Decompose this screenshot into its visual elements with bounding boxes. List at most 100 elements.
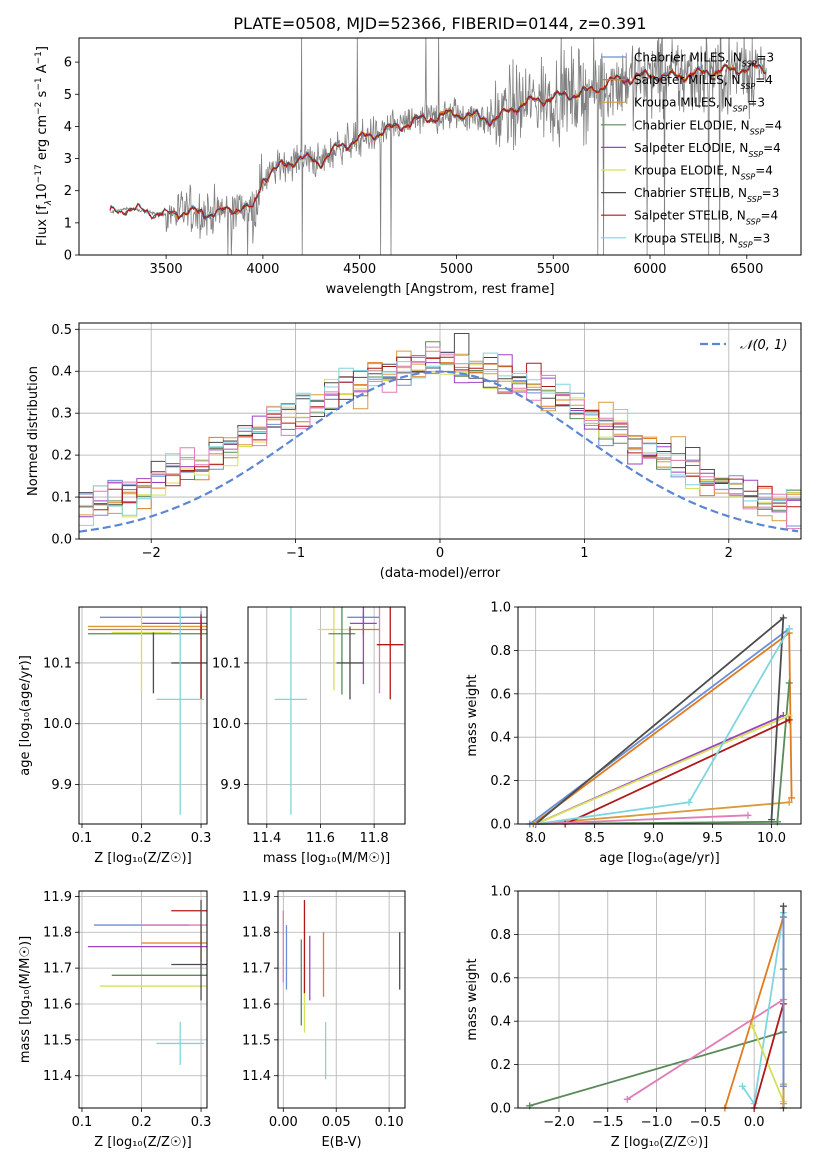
grid	[79, 607, 207, 824]
legend-entry: 𝒩(0, 1)	[740, 338, 787, 353]
grid	[79, 891, 207, 1108]
plot-area	[109, 38, 767, 255]
plus-marker	[785, 679, 793, 687]
x-axis-label: E(B-V)	[321, 1135, 361, 1150]
x-tick-label: −1	[286, 546, 305, 561]
y-tick-label: 11.4	[43, 1069, 72, 1084]
y-tick-label: 0.0	[490, 818, 511, 833]
ticks: −2 −1 0 1 2 0.0 0.1 0.2 0.3 0.4 0.5	[51, 323, 733, 561]
axes-frame	[78, 37, 802, 256]
errorbar-point	[336, 626, 364, 700]
observed-spectrum	[109, 38, 767, 255]
y-tick-label: 11.4	[242, 1069, 271, 1084]
series-line	[535, 682, 791, 825]
residual-histogram-panel: −2 −1 0 1 2 0.0 0.1 0.2 0.3 0.4 0.5 (data-model)/er…	[26, 322, 802, 581]
y-tick-label: 0.1	[51, 491, 72, 506]
legend-entry: Kroupa MILES, NSSP=3	[634, 96, 765, 114]
plus-marker	[788, 794, 796, 802]
y-tick-label: 2	[64, 184, 72, 199]
x-tick-label: 0.0	[744, 1115, 765, 1130]
x-tick-label: 8.0	[525, 831, 546, 846]
x-tick-label: 0.1	[72, 1115, 93, 1130]
y-tick-label: 10.0	[212, 717, 241, 732]
series-line	[724, 916, 785, 1109]
series-line	[529, 627, 790, 825]
x-tick-label: 4000	[246, 262, 279, 277]
x-tick-label: 0.2	[131, 1115, 152, 1130]
age-vs-mass-panel: 11.4 11.6 11.8 9.9 10.0 10.1 mass [log₁₀(M/M☉)…	[212, 606, 406, 866]
y-tick-label: 0.4	[490, 1015, 511, 1030]
y-axis-label: mass weight	[465, 674, 480, 756]
series-line	[535, 714, 790, 825]
y-tick-label: 0.4	[490, 731, 511, 746]
plus-marker	[785, 625, 793, 633]
mass-vs-ebv-panel: 0.00 0.05 0.10 11.4 11.5 11.6 11.7 11.8 11.9 E(B-…	[242, 890, 406, 1150]
errorbar-point	[317, 607, 350, 691]
plus-marker	[785, 798, 793, 806]
y-tick-label: 11.6	[242, 997, 271, 1012]
legend: Chabrier MILES, NSSP=3 Salpeter MILES, NS…	[601, 51, 782, 249]
errorbar-point	[328, 607, 356, 695]
series-line	[751, 1025, 785, 1102]
x-tick-label: −1.0	[641, 1115, 673, 1130]
legend-entry: Chabrier MILES, NSSP=3	[634, 51, 774, 69]
y-tick-label: 0.2	[51, 449, 72, 464]
x-tick-label: −2	[142, 546, 161, 561]
plus-marker	[779, 614, 787, 622]
x-axis-label: (data-model)/error	[380, 566, 501, 581]
plus-marker	[685, 798, 693, 806]
y-tick-label: 4	[64, 120, 72, 135]
y-tick-label: 1.0	[490, 601, 511, 616]
x-tick-label: −2.0	[543, 1115, 575, 1130]
ticks: 0.00 0.05 0.10 11.4 11.5 11.6 11.7 11.8 11.9	[242, 890, 404, 1130]
x-tick-label: 4500	[343, 262, 376, 277]
plus-marker	[623, 1095, 631, 1103]
x-tick-label: 3500	[150, 262, 183, 277]
axes-frame	[277, 890, 406, 1109]
y-tick-label: 1.0	[490, 885, 511, 900]
legend-entry: Kroupa ELODIE, NSSP=4	[634, 164, 773, 182]
ticks: 8.0 8.5 9.0 9.5 10.0 0.0 0.2 0.4 0.6 0.8 1.0	[490, 601, 786, 847]
x-axis-label: age [log₁₀(age/yr)]	[599, 851, 720, 866]
y-tick-label: 11.6	[43, 997, 72, 1012]
y-tick-label: 11.7	[242, 962, 271, 977]
plus-marker	[785, 716, 793, 724]
legend-entry: Salpeter STELIB, NSSP=4	[634, 209, 778, 227]
mass-weight-vs-z-panel: −2.0 −1.5 −1.0 −0.5 0.0 0.0 0.2 0.4 0.6 0.8 1.0 Z […	[465, 885, 802, 1150]
x-tick-label: 9.5	[702, 831, 723, 846]
axes-frame	[78, 322, 802, 540]
mass-weight-series	[561, 716, 793, 828]
ticks: 3500 4000 4500 5000 5500 6000 6500 0 1 2 3 4 5 6	[64, 56, 764, 277]
y-tick-label: 6	[64, 56, 72, 71]
y-tick-label: 0.6	[490, 687, 511, 702]
legend-entry: Kroupa STELIB, NSSP=3	[634, 231, 770, 249]
x-axis-label: wavelength [Angstrom, rest frame]	[326, 282, 555, 297]
plot-area	[282, 899, 401, 1080]
x-tick-label: 0.3	[191, 1115, 212, 1130]
y-tick-label: 10.0	[43, 717, 72, 732]
mass-weight-vs-age-panel: 8.0 8.5 9.0 9.5 10.0 0.0 0.2 0.4 0.6 0.8 1.0 age [l…	[465, 601, 802, 866]
y-tick-label: 0.2	[490, 774, 511, 789]
x-tick-label: 5000	[440, 262, 473, 277]
mass-vs-z-panel: 0.1 0.2 0.3 11.4 11.5 11.6 11.7 11.8 11.9 Z [log₁…	[18, 890, 212, 1150]
y-tick-label: 11.8	[242, 926, 271, 941]
plot-area	[87, 607, 207, 815]
errorbar-point	[376, 607, 404, 700]
y-tick-label: 0.0	[490, 1102, 511, 1117]
y-tick-label: 0	[64, 249, 72, 264]
x-tick-label: 0.10	[375, 1115, 404, 1130]
plot-area	[274, 607, 404, 815]
y-tick-label: 5	[64, 88, 72, 103]
y-tick-label: 10.1	[212, 656, 241, 671]
errorbar-point	[156, 1021, 205, 1065]
axes-frame	[78, 890, 208, 1109]
x-tick-label: −0.5	[690, 1115, 722, 1130]
plot-area	[79, 333, 801, 533]
legend-entry: Chabrier ELODIE, NSSP=4	[634, 118, 782, 136]
y-tick-label: 0.0	[51, 533, 72, 548]
normal-curve	[79, 370, 799, 533]
series-line	[535, 801, 790, 825]
x-axis-label: Z [log₁₀(Z/Z☉)]	[94, 1135, 191, 1150]
series-line	[753, 1003, 785, 1109]
